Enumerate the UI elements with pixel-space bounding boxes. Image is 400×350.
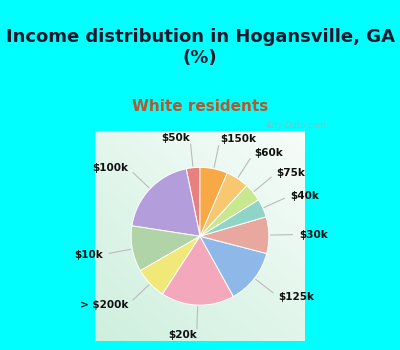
Text: $20k: $20k: [168, 330, 197, 340]
Text: ▲: ▲: [266, 121, 272, 127]
Wedge shape: [200, 236, 267, 296]
Text: City-Data.com: City-Data.com: [266, 121, 326, 130]
Text: $125k: $125k: [278, 292, 314, 302]
Text: $60k: $60k: [254, 148, 282, 158]
Text: $30k: $30k: [299, 230, 328, 240]
Wedge shape: [186, 167, 200, 236]
Text: $150k: $150k: [220, 134, 256, 144]
Text: > $200k: > $200k: [80, 300, 128, 309]
Text: $75k: $75k: [276, 168, 305, 178]
Text: $10k: $10k: [74, 250, 102, 260]
Text: $50k: $50k: [161, 133, 190, 143]
Wedge shape: [132, 169, 200, 236]
Wedge shape: [200, 173, 247, 236]
Text: Income distribution in Hogansville, GA
(%): Income distribution in Hogansville, GA (…: [6, 28, 394, 67]
Text: White residents: White residents: [132, 99, 268, 114]
Wedge shape: [200, 200, 266, 236]
Wedge shape: [131, 226, 200, 271]
Text: $40k: $40k: [290, 191, 319, 201]
Wedge shape: [162, 236, 234, 305]
Wedge shape: [200, 186, 258, 236]
Wedge shape: [200, 167, 227, 236]
Text: $100k: $100k: [92, 163, 128, 173]
Wedge shape: [200, 217, 269, 253]
Wedge shape: [140, 236, 200, 294]
